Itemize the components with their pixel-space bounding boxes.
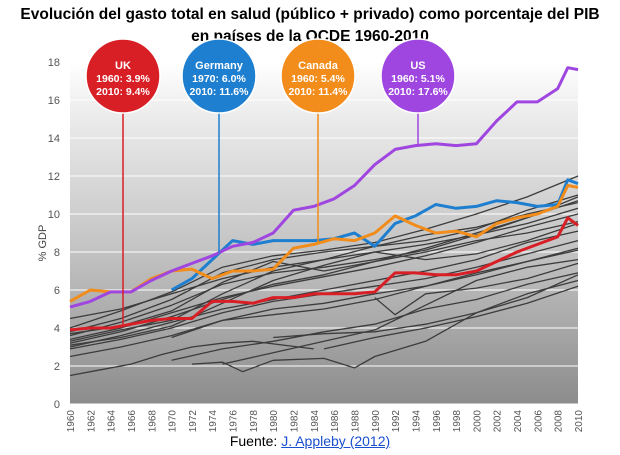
y-axis-label: % GDP: [37, 225, 49, 262]
x-tick-label: 1972: [188, 410, 199, 433]
x-tick-label: 2006: [533, 410, 544, 433]
series-line-other: [374, 262, 579, 316]
series-line-other: [69, 175, 579, 329]
x-tick-label: 1998: [452, 410, 463, 433]
y-tick-label: 6: [54, 285, 60, 297]
series-line-other: [323, 285, 579, 350]
x-tick-label: 1984: [310, 410, 321, 433]
callout-country: UK: [115, 60, 131, 72]
series-line-other: [171, 247, 579, 339]
y-tick-label: 0: [54, 399, 60, 411]
series-line-other: [273, 279, 579, 339]
x-tick-label: 1996: [432, 410, 443, 433]
source-line: Fuente: J. Appleby (2012): [0, 433, 620, 449]
x-tick-label: 1982: [290, 410, 301, 433]
other-countries-lines: [69, 175, 579, 377]
x-tick-label: 1976: [229, 410, 240, 433]
callout-bubble-germany: [181, 38, 257, 114]
x-tick-label: 1966: [127, 410, 138, 433]
callout-line1: 1970: 6.0%: [192, 73, 246, 85]
highlighted-country-lines: [69, 66, 579, 332]
callout-line1: 1960: 5.1%: [391, 73, 445, 85]
callout-line2: 2010: 11.4%: [289, 86, 349, 98]
series-line-other: [69, 196, 579, 344]
x-tick-label: 1964: [107, 410, 118, 433]
series-line-other: [171, 272, 579, 361]
series-line-other: [69, 249, 579, 358]
x-tick-label: 2000: [472, 410, 483, 433]
y-tick-label: 18: [48, 57, 60, 69]
x-tick-label: 2002: [493, 410, 504, 433]
series-line-germany: [170, 178, 579, 292]
x-axis-ticks: 1960 1962 1964 1966 1968 1970 1972 1974 1976 1978…: [66, 410, 585, 433]
x-tick-label: 1968: [147, 410, 158, 433]
x-tick-label: 1970: [168, 410, 179, 433]
series-line-other: [69, 230, 579, 348]
x-tick-label: 1962: [86, 410, 97, 433]
series-line-other: [69, 222, 579, 346]
x-tick-label: 2010: [574, 410, 585, 433]
y-tick-label: 14: [48, 133, 60, 145]
x-tick-label: 1980: [269, 410, 280, 433]
y-tick-label: 12: [48, 171, 60, 183]
chart-title-line1: Evolución del gasto total en salud (públ…: [20, 6, 600, 23]
plot-background: [70, 62, 578, 404]
chart-title-line2: en países de la OCDE 1960-2010: [191, 28, 429, 45]
callout-line1: 1960: 5.4%: [291, 73, 345, 85]
y-tick-label: 8: [54, 247, 60, 259]
source-label: Fuente:: [229, 433, 278, 449]
x-tick-label: 1992: [391, 410, 402, 433]
source-link[interactable]: J. Appleby (2012): [281, 433, 391, 449]
callout-line2: 2010: 11.6%: [190, 86, 250, 98]
y-axis-ticks: 0 2 4 6 8 10 12 14 16 18: [48, 57, 60, 411]
callout-line2: 2010: 17.6%: [388, 86, 448, 98]
callout-country: US: [410, 60, 425, 72]
series-line-us: [69, 66, 579, 309]
x-tick-label: 1978: [249, 410, 260, 433]
x-tick-label: 1988: [350, 410, 361, 433]
series-line-other: [69, 220, 579, 335]
callout-line2: 2010: 9.4%: [96, 86, 150, 98]
y-tick-label: 2: [54, 361, 60, 373]
callout-bubble-us: [380, 38, 456, 114]
series-line-other: [69, 200, 579, 337]
x-tick-label: 2004: [513, 410, 524, 433]
x-tick-label: 1990: [371, 410, 382, 433]
x-tick-label: 1960: [66, 410, 77, 433]
x-tick-label: 2008: [554, 410, 565, 433]
series-line-other: [191, 274, 579, 373]
series-line-other: [69, 340, 314, 377]
y-tick-label: 10: [48, 209, 60, 221]
series-line-other: [69, 201, 579, 342]
series-line-other: [222, 258, 579, 365]
x-tick-label: 1974: [208, 410, 219, 433]
y-tick-label: 4: [54, 323, 60, 335]
callout-bubble-uk: [85, 38, 161, 114]
callout-bubble-canada: [280, 38, 356, 114]
callout-country: Canada: [298, 60, 339, 72]
x-tick-label: 1986: [330, 410, 341, 433]
callout-country: Germany: [195, 60, 244, 72]
y-tick-label: 16: [48, 95, 60, 107]
callout-line1: 1960: 3.9%: [96, 73, 150, 85]
series-line-uk: [69, 216, 579, 332]
x-tick-label: 1994: [411, 410, 422, 433]
